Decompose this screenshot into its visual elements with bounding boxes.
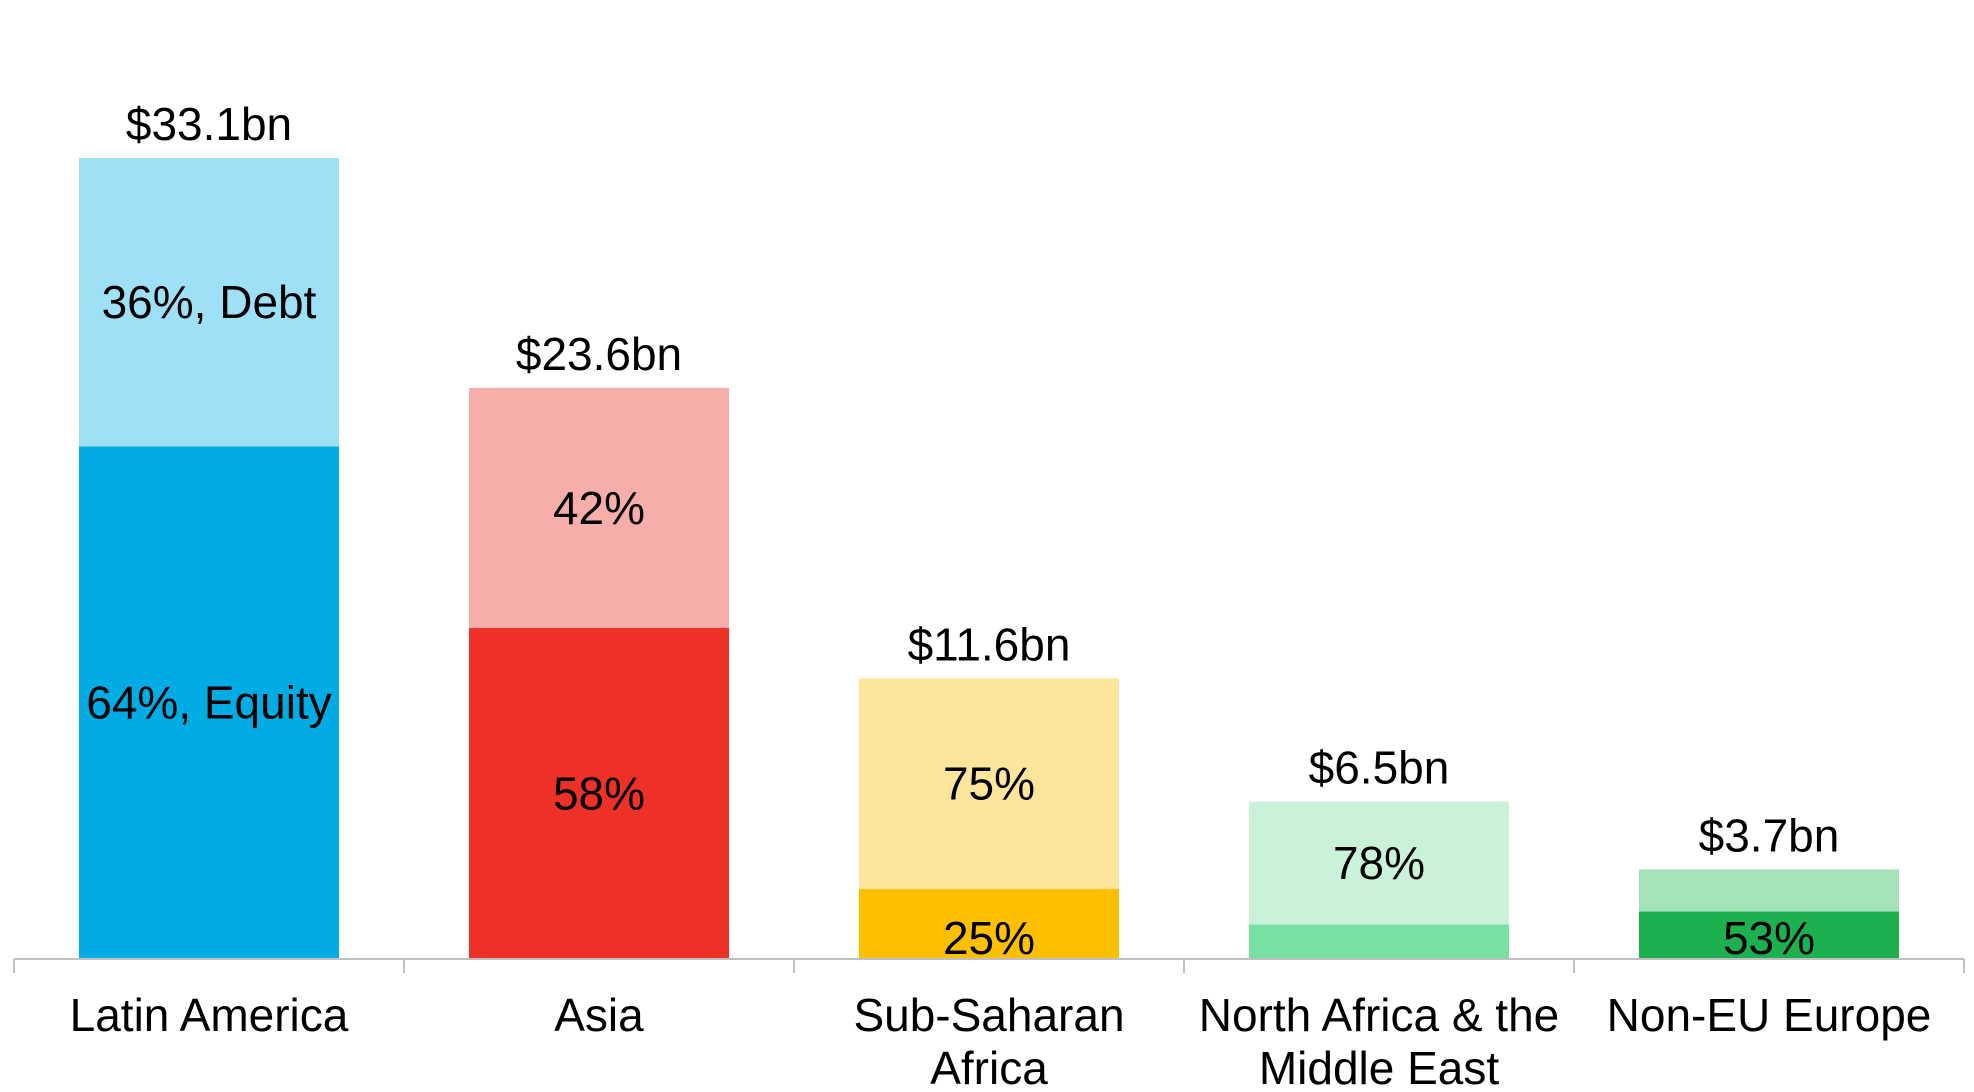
bar-segment-debt [1249, 801, 1509, 925]
category-label-line: Non-EU Europe [1607, 989, 1932, 1041]
category-label: North Africa & the Middle East [1199, 989, 1560, 1092]
bar-segment-equity [79, 446, 339, 960]
bar-segment-equity [859, 888, 1119, 959]
category-label-line: Middle East [1259, 1042, 1500, 1092]
category-label: Asia [554, 989, 644, 1041]
total-label: $33.1bn [126, 98, 292, 150]
segment-label-equity: 64%, Equity [86, 677, 331, 729]
labels-group: 64%, Equity 36%, Debt $33.1bn Latin America… [70, 98, 1932, 1092]
segment-label-equity: 58% [553, 767, 645, 819]
segment-label-debt: 36%, Debt [102, 276, 317, 328]
segment-label-equity: 53% [1723, 912, 1815, 964]
segment-label-debt: 78% [1333, 837, 1425, 889]
bar-segment-debt [1639, 869, 1899, 912]
category-label-line: Africa [930, 1042, 1048, 1092]
segment-label-debt: 42% [553, 482, 645, 534]
segment-label-equity: 25% [943, 912, 1035, 964]
bar-segment-equity [469, 627, 729, 959]
category-label-line: North Africa & the [1199, 989, 1560, 1041]
total-label: $23.6bn [516, 328, 682, 380]
category-label: Latin America [70, 989, 349, 1041]
bar-segment-debt [859, 678, 1119, 889]
x-axis [13, 958, 1965, 973]
total-label: $11.6bn [908, 618, 1071, 670]
category-label: Sub-Saharan Africa [853, 989, 1124, 1092]
total-label: $6.5bn [1309, 742, 1450, 794]
bars-group [79, 157, 1899, 960]
category-label-line: Latin America [70, 989, 349, 1041]
bar-segment-equity [1639, 911, 1899, 959]
bar-segment-equity [1249, 924, 1509, 959]
bar-segment-debt [469, 387, 729, 628]
category-label-line: Asia [554, 989, 644, 1041]
category-label: Non-EU Europe [1607, 989, 1932, 1041]
category-label-line: Sub-Saharan [853, 989, 1124, 1041]
total-label: $3.7bn [1699, 809, 1840, 861]
segment-label-debt: 75% [943, 758, 1035, 810]
bar-segment-debt [79, 157, 339, 447]
